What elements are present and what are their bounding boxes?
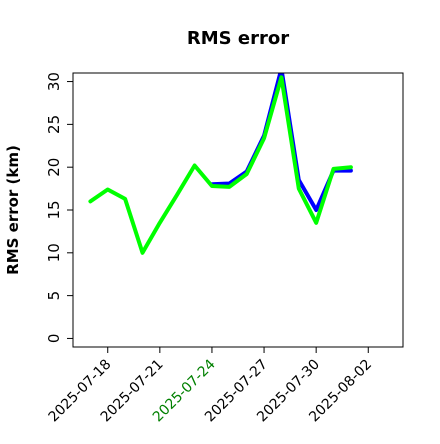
y-tick-label: 25 [45, 115, 63, 134]
y-axis-label: RMS error (km) [4, 145, 22, 275]
y-axis-ticks: 0 5 10 15 20 25 30 [45, 72, 73, 343]
series-line-2 [88, 75, 353, 255]
y-tick-label: 10 [45, 243, 63, 262]
y-tick-label: 20 [45, 158, 63, 177]
plot-area-frame [72, 72, 404, 348]
chart-title: RMS error [187, 28, 289, 49]
y-tick-label: 5 [45, 291, 63, 301]
chart-marks [88, 73, 353, 255]
y-tick-label: 30 [45, 72, 63, 91]
y-tick-label: 0 [45, 334, 63, 344]
y-tick-label: 15 [45, 200, 63, 219]
